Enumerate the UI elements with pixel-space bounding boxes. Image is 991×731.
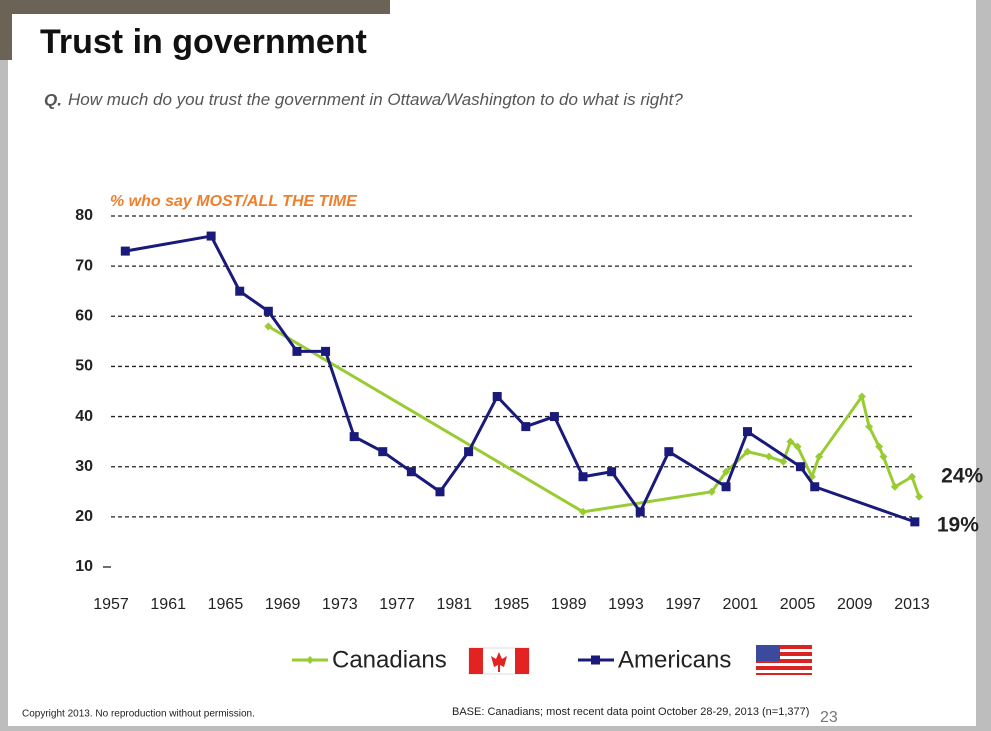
marker xyxy=(743,427,752,436)
marker xyxy=(910,517,919,526)
marker xyxy=(607,467,616,476)
base-note: BASE: Canadians; most recent data point … xyxy=(452,706,809,718)
y-tick-label: 70 xyxy=(75,257,93,274)
photo-strip xyxy=(0,0,12,60)
marker xyxy=(722,482,731,491)
x-tick-label: 2001 xyxy=(723,596,759,613)
marker xyxy=(292,347,301,356)
page: Trust in government Q. How much do you t… xyxy=(0,0,991,726)
x-tick-label: 1965 xyxy=(208,596,244,613)
marker xyxy=(235,287,244,296)
question-label: Q. xyxy=(44,90,62,109)
x-tick-label: 1997 xyxy=(665,596,701,613)
marker xyxy=(810,482,819,491)
marker xyxy=(579,472,588,481)
x-tick-label: 2013 xyxy=(894,596,930,613)
x-tick-label: 1993 xyxy=(608,596,644,613)
x-tick-label: 1969 xyxy=(265,596,301,613)
marker xyxy=(664,447,673,456)
marker xyxy=(550,412,559,421)
y-tick-label: 60 xyxy=(75,308,93,325)
x-tick-label: 1961 xyxy=(150,596,186,613)
y-tick-label: 50 xyxy=(75,358,93,375)
legend-label: Canadians xyxy=(332,646,447,673)
us-flag-stripe xyxy=(756,670,812,673)
marker xyxy=(521,422,530,431)
marker xyxy=(321,347,330,356)
marker xyxy=(264,307,273,316)
legend-marker xyxy=(591,656,600,665)
photo-strip xyxy=(0,0,390,14)
x-tick-label: 1957 xyxy=(93,596,129,613)
marker xyxy=(378,447,387,456)
x-tick-label: 2009 xyxy=(837,596,873,613)
x-tick-label: 1973 xyxy=(322,596,358,613)
us-flag-stripe xyxy=(756,663,812,666)
legend-label: Americans xyxy=(618,646,731,673)
y-tick-label: 30 xyxy=(75,458,93,475)
canada-flag-band xyxy=(469,648,483,674)
us-flag-canton xyxy=(756,645,780,661)
data-label: 19% xyxy=(937,513,979,536)
marker xyxy=(796,462,805,471)
y-tick-label: 80 xyxy=(75,207,93,224)
x-tick-label: 1989 xyxy=(551,596,587,613)
x-tick-label: 1981 xyxy=(436,596,472,613)
marker xyxy=(636,507,645,516)
slide: Trust in government Q. How much do you t… xyxy=(0,0,991,726)
marker xyxy=(407,467,416,476)
question: How much do you trust the government in … xyxy=(68,88,888,111)
marker xyxy=(207,232,216,241)
copyright: Copyright 2013. No reproduction without … xyxy=(22,709,255,720)
page-number: 23 xyxy=(820,709,838,726)
title: Trust in government xyxy=(40,23,367,61)
marker xyxy=(435,487,444,496)
x-tick-label: 2005 xyxy=(780,596,816,613)
canada-flag-band xyxy=(515,648,529,674)
marker xyxy=(464,447,473,456)
x-tick-label: 1977 xyxy=(379,596,415,613)
question-box: How much do you trust the government in … xyxy=(68,88,888,138)
chart-subtitle: % who say MOST/ALL THE TIME xyxy=(110,193,358,210)
data-label: 24% xyxy=(941,464,983,487)
x-tick-label: 1985 xyxy=(494,596,530,613)
marker xyxy=(493,392,502,401)
y-tick-label: 10 xyxy=(75,558,93,575)
y-tick-label: 40 xyxy=(75,408,93,425)
marker xyxy=(350,432,359,441)
marker xyxy=(121,247,130,256)
y-tick-label: 20 xyxy=(75,508,93,525)
